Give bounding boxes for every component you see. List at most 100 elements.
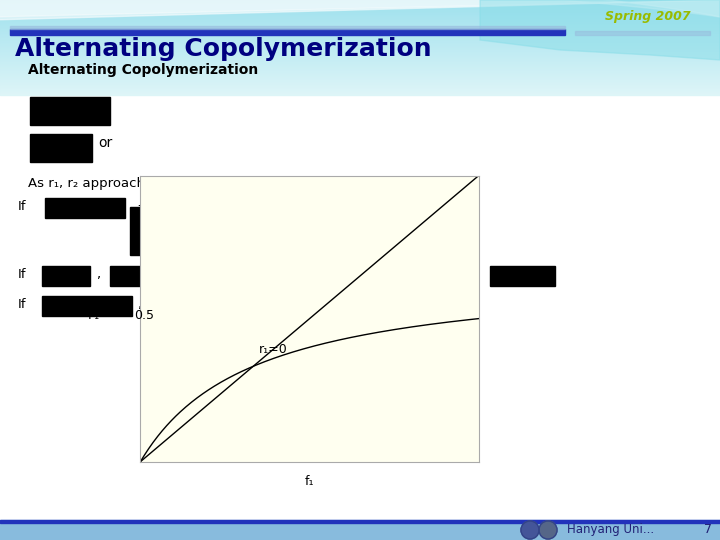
Bar bbox=[0, 28, 720, 29]
Bar bbox=[0, 21, 720, 22]
Bar bbox=[0, 80, 720, 81]
Bar bbox=[0, 39, 720, 40]
Bar bbox=[0, 61, 720, 62]
Bar bbox=[0, 55, 720, 56]
Bar bbox=[10, 26, 565, 29]
Bar bbox=[0, 3, 720, 4]
Text: Alternating Copolymerization: Alternating Copolymerization bbox=[28, 63, 258, 77]
Bar bbox=[0, 71, 720, 72]
Bar bbox=[0, 65, 720, 66]
Text: If: If bbox=[18, 298, 27, 311]
Bar bbox=[0, 88, 720, 89]
Text: Spring 2007: Spring 2007 bbox=[605, 10, 690, 23]
Polygon shape bbox=[0, 0, 720, 30]
Bar bbox=[0, 63, 720, 64]
Bar bbox=[0, 7, 720, 8]
Bar bbox=[0, 77, 720, 78]
Bar bbox=[0, 5, 720, 6]
Bar bbox=[0, 81, 720, 82]
Bar bbox=[0, 520, 720, 523]
Bar bbox=[0, 78, 720, 79]
Bar bbox=[0, 94, 720, 95]
Bar bbox=[218, 207, 396, 255]
Bar bbox=[0, 60, 720, 61]
Bar bbox=[0, 19, 720, 20]
Bar bbox=[0, 18, 720, 19]
Text: d[M₁]: d[M₁] bbox=[295, 210, 323, 220]
Bar bbox=[0, 13, 720, 14]
Bar bbox=[0, 69, 720, 70]
Bar bbox=[490, 266, 555, 286]
Bar bbox=[30, 97, 110, 125]
Bar bbox=[0, 66, 720, 67]
Bar bbox=[0, 0, 720, 1]
Bar bbox=[0, 11, 720, 12]
Bar bbox=[110, 266, 160, 286]
Bar bbox=[575, 31, 710, 35]
Bar bbox=[0, 75, 720, 76]
Bar bbox=[0, 92, 720, 93]
Bar bbox=[0, 89, 720, 90]
Text: f₁: f₁ bbox=[305, 475, 315, 488]
Text: ,    then become homopolymer: , then become homopolymer bbox=[138, 298, 344, 311]
Text: 0.5: 0.5 bbox=[134, 308, 153, 322]
Bar bbox=[0, 52, 720, 53]
Bar bbox=[0, 16, 720, 17]
Bar bbox=[0, 58, 720, 59]
Bar bbox=[0, 12, 720, 13]
Bar bbox=[0, 32, 720, 33]
Bar bbox=[0, 87, 720, 88]
Bar bbox=[0, 53, 720, 54]
Bar bbox=[0, 23, 720, 24]
Bar bbox=[0, 56, 720, 57]
Bar bbox=[0, 50, 720, 51]
Bar bbox=[0, 47, 720, 48]
Bar bbox=[0, 10, 720, 11]
Bar bbox=[0, 57, 720, 58]
Bar bbox=[0, 8, 720, 9]
Bar bbox=[0, 15, 720, 16]
Text: F₁: F₁ bbox=[88, 308, 100, 322]
Bar bbox=[0, 72, 720, 73]
Bar bbox=[0, 82, 720, 83]
Bar bbox=[0, 64, 720, 65]
Bar bbox=[0, 70, 720, 71]
Bar bbox=[0, 520, 720, 540]
Text: If: If bbox=[18, 200, 27, 213]
Bar bbox=[0, 90, 720, 91]
Bar bbox=[0, 84, 720, 85]
Text: r₁=0: r₁=0 bbox=[259, 343, 287, 356]
Bar bbox=[0, 17, 720, 18]
Bar bbox=[0, 2, 720, 3]
Bar bbox=[0, 33, 720, 34]
Bar bbox=[30, 134, 92, 162]
Polygon shape bbox=[480, 0, 720, 60]
Bar bbox=[0, 41, 720, 42]
Text: Alternating Copolymerization: Alternating Copolymerization bbox=[15, 37, 431, 61]
Bar bbox=[0, 79, 720, 80]
Bar bbox=[0, 6, 720, 7]
Bar bbox=[0, 1, 720, 2]
Bar bbox=[130, 207, 208, 255]
Bar bbox=[0, 48, 720, 49]
Bar bbox=[0, 62, 720, 63]
Text: 7: 7 bbox=[704, 523, 712, 536]
Text: plots cross the line represe: plots cross the line represe bbox=[238, 268, 431, 281]
Circle shape bbox=[539, 521, 557, 539]
Bar bbox=[0, 49, 720, 50]
Bar bbox=[0, 29, 720, 30]
Bar bbox=[0, 54, 720, 55]
Bar bbox=[0, 27, 720, 28]
Bar bbox=[0, 40, 720, 41]
Bar bbox=[0, 68, 720, 69]
Bar bbox=[0, 93, 720, 94]
Bar bbox=[0, 36, 720, 37]
Bar bbox=[10, 29, 565, 35]
Bar bbox=[0, 35, 720, 36]
Bar bbox=[0, 59, 720, 60]
Bar bbox=[0, 83, 720, 84]
Bar bbox=[0, 45, 720, 46]
Text: As r₁, r₂ approach to zero, alternating tendency can be observed: As r₁, r₂ approach to zero, alternating … bbox=[28, 177, 459, 190]
Bar bbox=[0, 9, 720, 10]
Bar bbox=[167, 266, 232, 286]
